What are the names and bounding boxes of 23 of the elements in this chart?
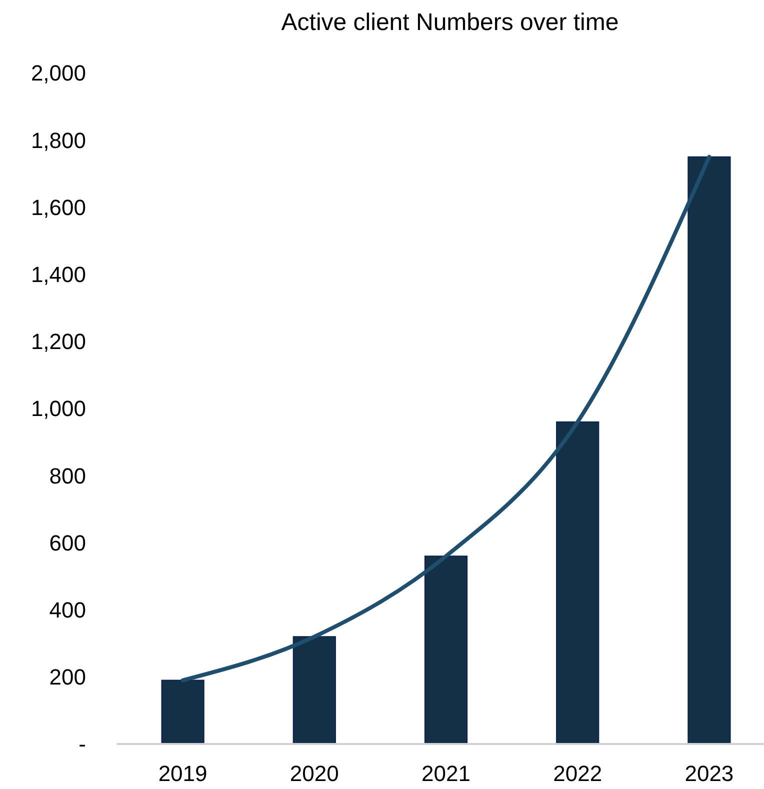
y-tick-label: 800 — [49, 463, 86, 488]
y-tick-label: - — [78, 732, 86, 757]
y-tick-label: 400 — [49, 598, 86, 622]
x-tick-label: 2022 — [553, 761, 602, 786]
y-tick-label: 1,000 — [30, 396, 86, 422]
y-tick-label: 1,400 — [30, 262, 86, 287]
bar — [688, 156, 731, 744]
y-tick-label: 600 — [49, 530, 86, 556]
bar — [556, 421, 600, 744]
y-tick-label: 1,800 — [30, 128, 86, 153]
bar — [292, 636, 336, 744]
x-tick-label: 2020 — [290, 761, 339, 786]
y-tick-label: 1,200 — [30, 329, 86, 354]
y-tick-label: 1,600 — [30, 194, 86, 220]
x-tick-label: 2019 — [158, 761, 208, 786]
y-tick-label: 200 — [49, 664, 86, 690]
y-tick-label: 2,000 — [30, 60, 86, 86]
chart-title: Active client Numbers over time — [281, 9, 619, 36]
x-tick-label: 2023 — [684, 761, 734, 786]
bar — [161, 680, 204, 744]
bar — [424, 556, 468, 744]
line-series — [180, 154, 712, 682]
x-tick-label: 2021 — [422, 761, 470, 786]
